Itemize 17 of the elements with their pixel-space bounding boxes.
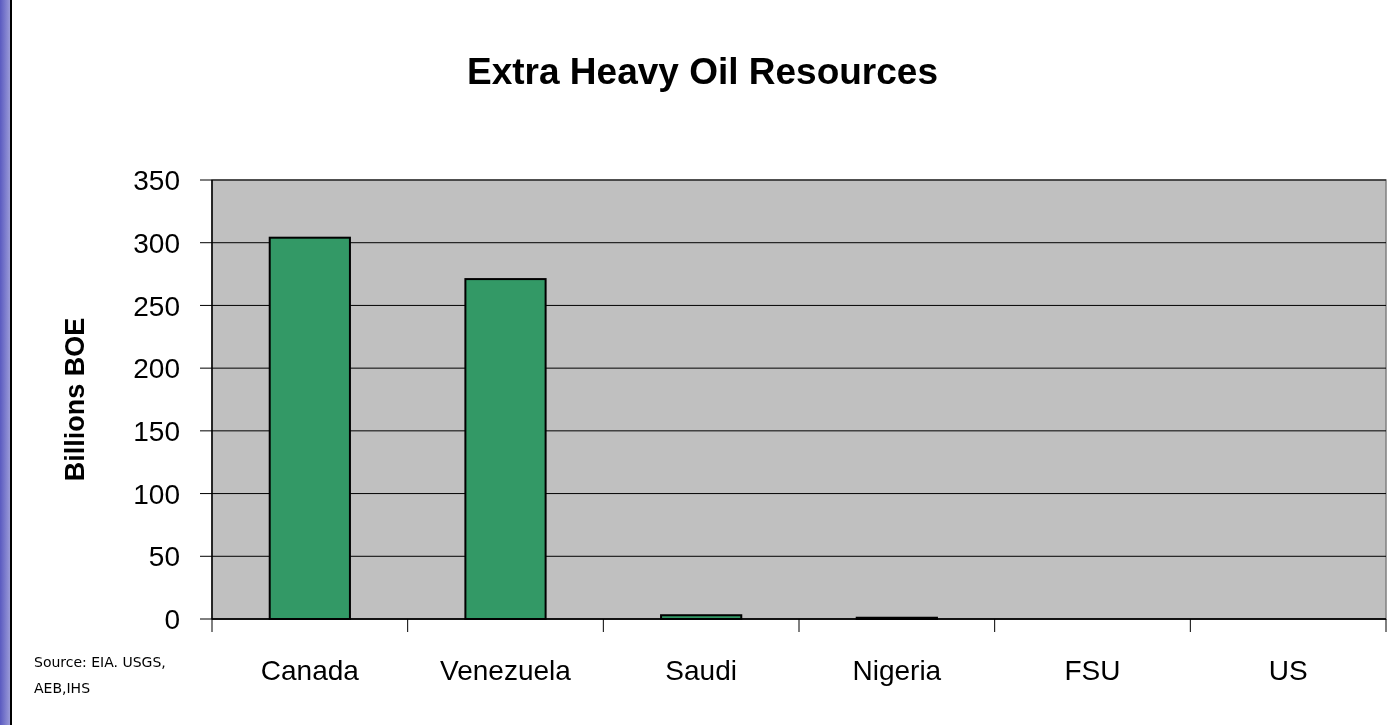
x-tick-label: Nigeria — [852, 655, 942, 686]
chart-title: Extra Heavy Oil Resources — [467, 51, 938, 92]
y-tick-label: 50 — [148, 541, 180, 573]
y-tick-label: 150 — [133, 415, 180, 447]
y-tick-label: 350 — [133, 165, 180, 197]
x-tick-label: FSU — [1064, 655, 1121, 686]
y-tick-label: 300 — [133, 227, 180, 259]
y-tick-label: 0 — [164, 604, 180, 636]
x-tick-label: Canada — [260, 655, 360, 686]
x-tick-label: Saudi — [665, 655, 737, 686]
x-tick-label: US — [1268, 655, 1308, 686]
y-axis-title: Billions BOE — [60, 317, 90, 482]
source-note: Source: EIA. USGS, AEB,IHS — [34, 654, 166, 696]
y-tick-label: 100 — [133, 478, 180, 510]
y-tick-label: 250 — [133, 290, 180, 322]
y-tick-label: 200 — [133, 353, 180, 385]
x-tick-label: Venezuela — [440, 655, 572, 686]
